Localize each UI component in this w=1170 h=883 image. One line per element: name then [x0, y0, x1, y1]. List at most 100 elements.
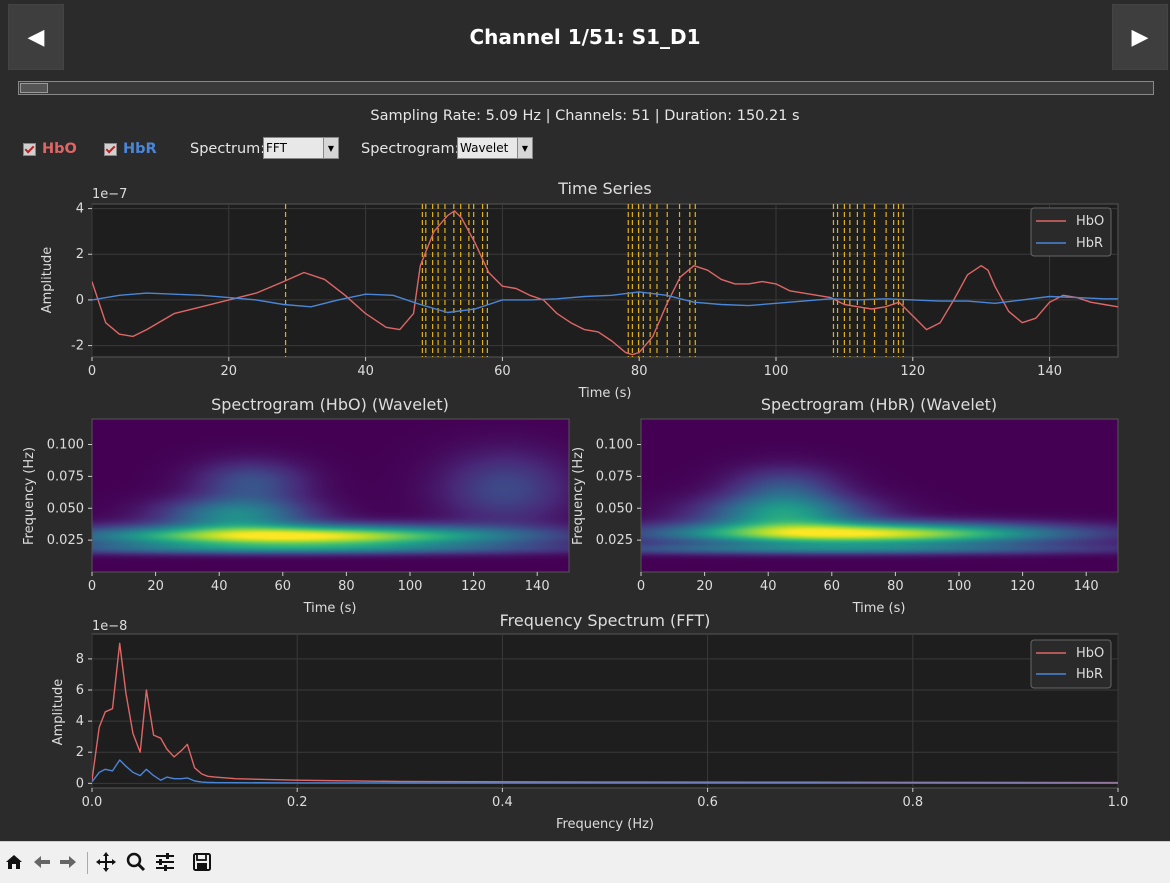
fft-title: Frequency Spectrum (FFT) [500, 611, 711, 630]
arrow-back-icon [34, 856, 50, 868]
fft-tick-label-x: 0.2 [287, 795, 308, 810]
spectrogram-hbo-tick-label-x: 100 [398, 579, 423, 594]
spectrogram-hbr-tick-label-y: 0.050 [596, 501, 633, 516]
time-series-offset: 1e−7 [92, 187, 127, 202]
prev-channel-button[interactable]: ◀ [8, 4, 64, 70]
time-series-plot: Time Series 1e−7 Time (s) Amplitude 0 2 0 4… [40, 179, 1119, 401]
spectrogram-hbr-tick-label-x: 0 [637, 579, 645, 594]
spectrogram-hbr-tick-label-x: 40 [760, 579, 777, 594]
check-icon [104, 142, 117, 156]
channel-title: Channel 1/51: S1_D1 [469, 25, 701, 49]
spectrogram-hbr-tick-label-x: 80 [887, 579, 904, 594]
spectrogram-hbo-tick-label-y: 0.100 [47, 438, 84, 453]
legend-label-hbr: HbR [1076, 236, 1103, 251]
spectrogram-hbo-tick-label-y: 0.050 [47, 501, 84, 516]
channel-slider-handle[interactable] [20, 83, 48, 93]
home-button[interactable] [2, 850, 26, 874]
back-button[interactable] [30, 850, 54, 874]
plot-toolbar [0, 841, 1170, 883]
zoom-button[interactable] [124, 850, 148, 874]
time-series-xlabel: Time (s) [578, 386, 632, 401]
spectrogram-hbo-tick-label-x: 40 [211, 579, 228, 594]
spectrogram-hbr-image [641, 419, 1118, 572]
spectrum-label: Spectrum: [190, 141, 266, 157]
spectrogram-hbo-tick-label-x: 80 [338, 579, 355, 594]
time-series-axes [91, 203, 1119, 358]
spectrogram-hbr-ylabel: Frequency (Hz) [571, 447, 586, 545]
spectrogram-hbo-title: Spectrogram (HbO) (Wavelet) [211, 395, 449, 414]
spectrogram-select[interactable]: Wavelet ▼ [457, 137, 533, 159]
fft-tick-label-x: 0.6 [697, 795, 718, 810]
spectrogram-hbo-tick-label-x: 60 [275, 579, 292, 594]
time-series-tick-label-x: 40 [357, 364, 374, 379]
configure-subplots-button[interactable] [153, 850, 177, 874]
spectrogram-hbr-tick-label-x: 60 [824, 579, 841, 594]
fft-legend: HbO HbR [1030, 639, 1112, 689]
time-series-ylabel: Amplitude [40, 247, 55, 314]
time-series-series-hbr [92, 291, 1118, 314]
spectrogram-hbo-image [92, 419, 569, 572]
fft-offset: 1e−8 [92, 619, 127, 634]
arrow-left-icon: ◀ [27, 24, 45, 50]
time-series-tick-label-y: 0 [76, 293, 84, 308]
time-series-tick-label-x: 60 [494, 364, 511, 379]
channel-slider[interactable] [18, 81, 1154, 95]
arrow-right-icon: ▶ [1131, 24, 1149, 50]
fft-series-hbo [92, 642, 1118, 784]
spectrum-select-value: FFT [266, 141, 287, 155]
hbr-checkbox[interactable]: HbR [104, 139, 157, 159]
spectrogram-hbo-tick-label-x: 20 [147, 579, 164, 594]
check-icon [23, 142, 36, 156]
hbr-checkbox-label: HbR [123, 141, 157, 157]
time-series-title: Time Series [557, 179, 651, 198]
fft-tick-label-x: 0.8 [902, 795, 923, 810]
legend-label-hbo: HbO [1076, 214, 1104, 229]
fft-ylabel: Amplitude [51, 679, 66, 746]
time-series-tick-label-x: 100 [764, 364, 789, 379]
time-series-tick-label-x: 120 [900, 364, 925, 379]
save-button[interactable] [190, 850, 214, 874]
time-series-tick-label-y: 4 [76, 202, 84, 217]
move-icon [96, 852, 116, 872]
spectrogram-hbo-ylabel: Frequency (Hz) [22, 447, 37, 545]
spectrum-select[interactable]: FFT ▼ [263, 137, 339, 159]
forward-button[interactable] [56, 850, 80, 874]
fft-series-hbr [92, 759, 1118, 784]
spectrogram-hbo-tick-label-y: 0.025 [47, 533, 84, 548]
spectrogram-hbo-tick-label-y: 0.075 [47, 469, 84, 484]
legend-label-hbo: HbO [1076, 646, 1104, 661]
recording-info: Sampling Rate: 5.09 Hz | Channels: 51 | … [370, 108, 800, 124]
spectrogram-hbo-xlabel: Time (s) [303, 601, 357, 616]
fft-axes [91, 633, 1119, 789]
fft-tick-label-x: 0.0 [82, 795, 103, 810]
spectrogram-hbr-tick-label-x: 120 [1010, 579, 1035, 594]
spectrogram-hbo-plot: Spectrogram (HbO) (Wavelet) Time (s) Fre… [22, 395, 570, 616]
figure-canvas: Time Series 1e−7 Time (s) Amplitude 0 20 4… [22, 179, 1129, 832]
legend-label-hbr: HbR [1076, 667, 1103, 682]
spectrogram-hbo-tick-label-x: 140 [525, 579, 550, 594]
pan-button[interactable] [94, 850, 118, 874]
fft-tick-label-x: 1.0 [1108, 795, 1129, 810]
fft-tick-label-y: 0 [76, 776, 84, 791]
spectrogram-hbr-tick-label-x: 140 [1074, 579, 1099, 594]
hbo-checkbox-label: HbO [42, 141, 77, 157]
time-series-tick-label-y: -2 [71, 339, 84, 354]
spectrogram-hbr-xlabel: Time (s) [852, 601, 906, 616]
spectrogram-hbr-title: Spectrogram (HbR) (Wavelet) [761, 395, 997, 414]
hbo-checkbox[interactable]: HbO [23, 139, 77, 159]
time-series-series-hbo [92, 210, 1118, 356]
time-series-tick-label-x: 0 [88, 364, 96, 379]
fft-tick-label-y: 4 [76, 714, 84, 729]
arrow-forward-icon [60, 856, 76, 868]
time-series-tick-label-x: 80 [631, 364, 648, 379]
time-series-tick-label-y: 2 [76, 247, 84, 262]
spectrogram-hbo-tick-label-x: 120 [461, 579, 486, 594]
fft-xlabel: Frequency (Hz) [556, 817, 654, 832]
spectrogram-hbr-tick-label-x: 100 [947, 579, 972, 594]
spectrogram-label: Spectrogram: [361, 141, 460, 157]
next-channel-button[interactable]: ▶ [1112, 4, 1168, 70]
spectrogram-hbr-tick-label-y: 0.025 [596, 533, 633, 548]
home-icon [6, 855, 22, 869]
chevron-down-icon: ▼ [517, 138, 532, 158]
time-series-legend: HbO HbR [1030, 207, 1112, 257]
